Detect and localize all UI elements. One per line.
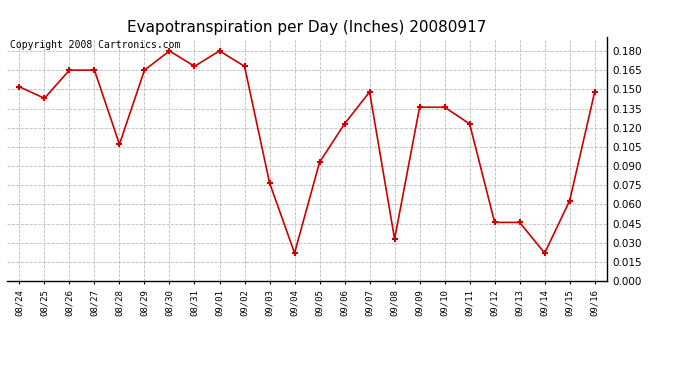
Title: Evapotranspiration per Day (Inches) 20080917: Evapotranspiration per Day (Inches) 2008… [128, 20, 486, 35]
Text: Copyright 2008 Cartronics.com: Copyright 2008 Cartronics.com [10, 40, 180, 50]
